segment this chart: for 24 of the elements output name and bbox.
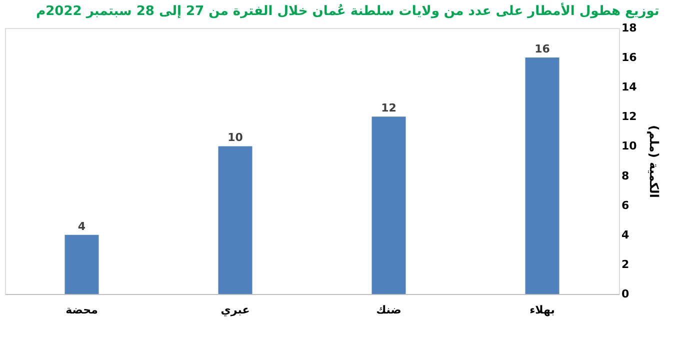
x-tick-label: ضنك (376, 304, 402, 316)
x-tick-label: عبري (220, 304, 250, 316)
data-label: 4 (78, 220, 86, 233)
y-tick-label: 10 (622, 140, 638, 153)
data-label: 10 (228, 131, 244, 144)
chart-title: توزيع هطول الأمطار على عدد من ولايات سلطنة عُمان خلال الفترة من 27 إلى 28 سبتمبر 2022م (36, 2, 660, 19)
y-axis-title: الكمية (ملم) (646, 125, 661, 198)
y-tick-label: 16 (622, 51, 638, 64)
bar (525, 58, 560, 294)
y-tick-label: 4 (622, 228, 630, 242)
y-tick-label: 12 (622, 110, 637, 124)
y-tick-label: 14 (622, 80, 638, 94)
bar (64, 234, 99, 294)
y-tick-label: 8 (622, 169, 630, 182)
x-tick-label: محضة (66, 304, 98, 316)
bar (218, 146, 252, 294)
data-label: 16 (534, 42, 550, 56)
y-tick-label: 2 (622, 258, 630, 271)
y-tick-label: 0 (622, 288, 630, 300)
data-label: 12 (381, 102, 396, 115)
x-tick-label: بهلاء (530, 304, 555, 316)
y-tick-label: 18 (622, 22, 637, 34)
bar (372, 116, 406, 294)
y-tick-label: 6 (622, 198, 630, 212)
